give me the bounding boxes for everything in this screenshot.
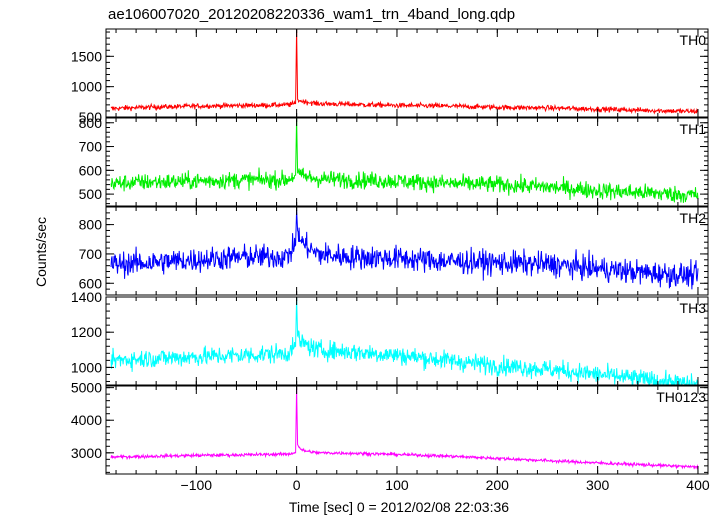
panel-frame bbox=[105, 28, 709, 118]
panel-name: TH0 bbox=[680, 32, 707, 48]
panel-th0123: 3000 4000 5000 TH0123 bbox=[71, 380, 709, 475]
series-line-th3 bbox=[110, 297, 699, 385]
y-tick-label: 4000 bbox=[71, 412, 102, 428]
y-axis-label: Counts/sec bbox=[33, 217, 49, 287]
panel-th2: 600 700 800 TH2 bbox=[79, 206, 709, 296]
y-tick-label: 800 bbox=[79, 115, 103, 131]
chart-title: ae106007020_20120208220336_wam1_trn_4ban… bbox=[108, 6, 515, 23]
y-tick-label: 700 bbox=[79, 246, 103, 262]
series-line-th2 bbox=[110, 209, 699, 290]
y-tick-label: 600 bbox=[79, 275, 103, 291]
y-tick-label: 1000 bbox=[71, 359, 102, 375]
x-tick-label: 100 bbox=[385, 477, 409, 493]
series-line-th0123 bbox=[110, 387, 699, 470]
panel-frame bbox=[105, 117, 709, 207]
panel-name: TH2 bbox=[680, 210, 707, 226]
series-line-th0 bbox=[110, 29, 699, 115]
y-tick-label: 1200 bbox=[71, 324, 102, 340]
y-tick-label: 1500 bbox=[71, 48, 102, 64]
x-axis: −100 0 100 200 300 400 bbox=[181, 477, 710, 493]
panel-name: TH3 bbox=[680, 300, 707, 316]
x-axis-label: Time [sec] 0 = 2012/02/08 22:03:36 bbox=[289, 499, 509, 515]
y-tick-label: 700 bbox=[79, 139, 103, 155]
y-tick-label: 1400 bbox=[71, 289, 102, 305]
panel-th0: 500 1000 1500 TH0 bbox=[71, 28, 709, 125]
panel-frame bbox=[105, 206, 709, 296]
panel-th1: 500 600 700 800 TH1 bbox=[79, 115, 709, 207]
x-tick-label: 0 bbox=[293, 477, 301, 493]
x-tick-label: 400 bbox=[686, 477, 710, 493]
y-tick-label: 1000 bbox=[71, 79, 102, 95]
y-tick-label: 500 bbox=[79, 109, 103, 125]
x-tick-label: −100 bbox=[181, 477, 213, 493]
x-tick-label: 200 bbox=[486, 477, 510, 493]
y-tick-label: 800 bbox=[79, 217, 103, 233]
panel-name: TH1 bbox=[680, 121, 707, 137]
panels: 500 1000 1500 TH0 500 600 700 800 TH1 600 700 800 TH… bbox=[71, 28, 709, 475]
panel-name: TH0123 bbox=[656, 389, 706, 405]
y-tick-label: 600 bbox=[79, 162, 103, 178]
y-tick-label: 5000 bbox=[71, 380, 102, 396]
panel-frame bbox=[105, 385, 709, 475]
x-tick-label: 300 bbox=[586, 477, 610, 493]
y-tick-label: 500 bbox=[79, 186, 103, 202]
series-line-th1 bbox=[110, 118, 699, 203]
panel-th3: 1000 1200 1400 TH3 bbox=[71, 289, 709, 386]
panel-frame bbox=[105, 296, 709, 386]
y-tick-label: 3000 bbox=[71, 445, 102, 461]
